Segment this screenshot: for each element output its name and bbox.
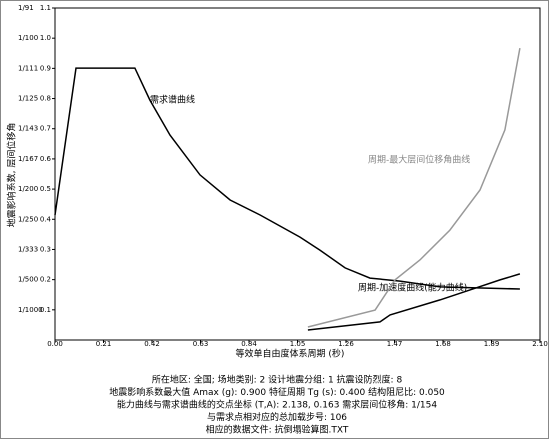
x-tick-label: 1.68 (435, 340, 451, 348)
y2-tick-label: 1/333 (18, 245, 38, 253)
y-tick-label: 1.0 (40, 34, 51, 42)
y2-tick-label: 1/143 (18, 125, 38, 133)
x-axis-label: 等效单自由度体系周期 (秒) (236, 348, 345, 360)
curve-label: 需求谱曲线 (150, 94, 195, 106)
y-tick-label: 0.9 (40, 64, 51, 72)
y-tick-label: 0.4 (40, 215, 52, 223)
y2-tick-label: 1/111 (18, 64, 38, 72)
y-tick-label: 0.5 (40, 185, 51, 193)
series-line (307, 47, 521, 328)
x-tick-label: 1.47 (387, 340, 403, 348)
y2-tick-label: 1/250 (18, 215, 38, 223)
y-tick-label: 0.2 (40, 276, 51, 284)
x-tick-label: 1.26 (338, 340, 354, 348)
x-tick-label: 1.05 (290, 340, 306, 348)
y2-tick-label: 1/1000 (18, 306, 43, 314)
y-tick-label: 1.1 (40, 4, 51, 12)
footer-line: 与需求点相对应的总加载步号: 106 (207, 411, 347, 423)
y-tick-label: 0.1 (40, 306, 51, 314)
x-tick-label: 0.84 (241, 340, 257, 348)
x-tick-label: 1.89 (484, 340, 500, 348)
footer-line: 能力曲线与需求谱曲线的交点坐标 (T,A): 2.138, 0.163 需求层间… (117, 399, 438, 411)
series-line (307, 273, 521, 331)
x-tick-label: 2.10 (532, 340, 548, 348)
footer-line: 相应的数据文件: 抗倒塌验算图.TXT (206, 424, 349, 436)
y2-tick-label: 1/100 (18, 34, 38, 42)
x-tick-label: 0.63 (193, 340, 209, 348)
curve-label: 周期-最大层间位移角曲线 (368, 154, 470, 166)
y-tick-label: 0.7 (40, 125, 51, 133)
footer-line: 地震影响系数最大值 Amax (g): 0.900 特征周期 Tg (s): 0… (109, 386, 445, 398)
y2-tick-label: 1/500 (18, 276, 38, 284)
y2-tick-label: 1/200 (18, 185, 38, 193)
y2-tick-label: 1/125 (18, 95, 38, 103)
y2-tick-label: 1/167 (18, 155, 38, 163)
x-tick-label: 0.00 (47, 340, 63, 348)
y-axis-label: 地震影响系数, 层间位移角 (6, 123, 18, 228)
series-line (54, 67, 520, 290)
x-tick-label: 0.42 (144, 340, 160, 348)
curve-label: 周期-加速度曲线(能力曲线) (358, 282, 467, 294)
y-tick-label: 0.6 (40, 155, 52, 163)
x-tick-label: 0.21 (96, 340, 112, 348)
y-tick-label: 0.3 (40, 245, 51, 253)
y-tick-label: 0.8 (40, 95, 51, 103)
y2-tick-label: 1/91 (18, 4, 34, 12)
footer-line: 所在地区: 全国; 场地类别: 2 设计地震分组: 1 抗震设防烈度: 8 (152, 374, 403, 386)
